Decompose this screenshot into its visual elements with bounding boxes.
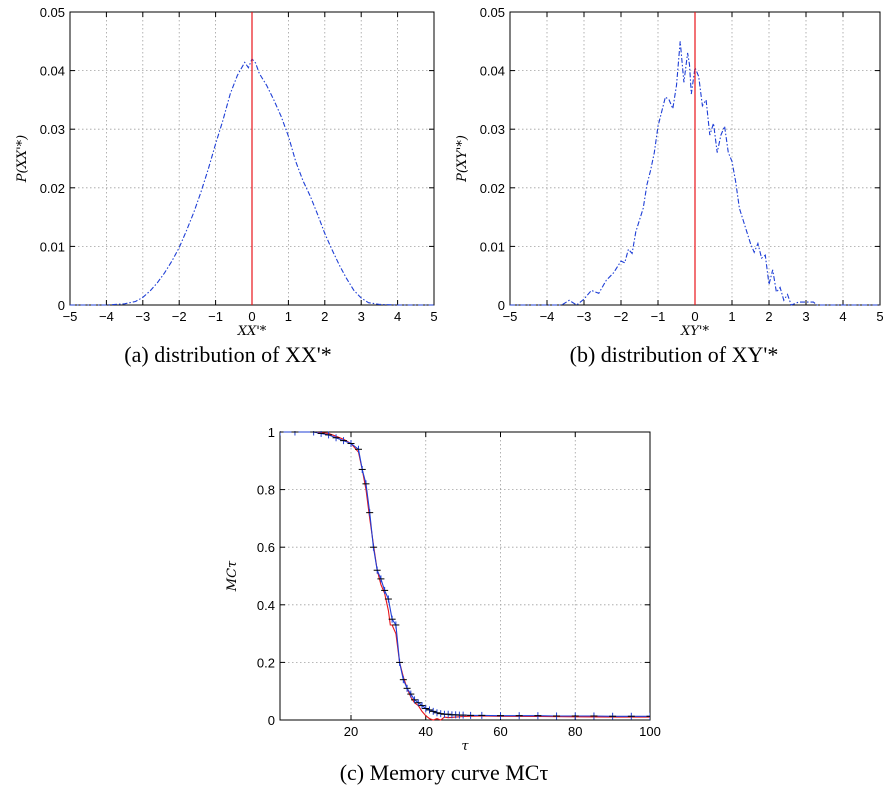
chart-c-y-tick-label: 0.4 [257,598,275,613]
chart-a-y-tick-label: 0.04 [40,64,65,79]
chart-b-series-group [510,41,880,306]
chart-b-y-tick-label: 0.02 [480,181,505,196]
chart-a-x-tick-label: −1 [208,309,223,324]
chart-c-x-tick-label: 40 [419,724,433,739]
chart-a-x-tick-label: −3 [135,309,150,324]
chart-a-x-tick-label: 4 [394,309,401,324]
chart-a-x-tick-label: 3 [358,309,365,324]
chart-c-series-group [280,431,650,721]
chart-c-y-tick-label: 0.6 [257,540,275,555]
chart-panel-a: −5 −4 −3 −2 −1 0 1 2 3 4 5 0 0.01 0.02 0.03 0.04 0.05 XX'… [15,5,438,367]
chart-c-series-line [280,431,650,717]
chart-b-y-tick-label: 0.03 [480,122,505,137]
chart-c-x-axis-label: τ [461,739,469,754]
chart-c-y-tick-label: 1 [268,425,275,440]
chart-c-x-tick-label: 60 [493,724,507,739]
chart-b-y-tick-label: 0.01 [480,239,505,254]
chart-a-x-tick-label: 1 [285,309,292,324]
chart-a-y-tick-label: 0 [58,298,65,313]
chart-b-x-tick-label: 4 [839,309,846,324]
chart-a-x-axis-label: XX'* [237,324,267,339]
chart-panel-c: 20 40 60 80 100 0 0.2 0.4 0.6 0.8 1 τ MCτ (c) Memory … [225,425,661,785]
chart-c-y-axis-label: MCτ [225,560,240,592]
chart-panel-b: −5 −4 −3 −2 −1 0 1 2 3 4 5 0 0.01 0.02 0.03 0.04 0.05 XY'… [455,5,884,367]
chart-c-x-tick-label: 80 [568,724,582,739]
chart-b-x-tick-label: −5 [503,309,518,324]
chart-b-x-tick-label: 1 [728,309,735,324]
chart-c-y-tick-label: 0 [268,713,275,728]
chart-b-y-tick-label: 0 [498,298,505,313]
chart-c-y-tick-label: 0.2 [257,655,275,670]
chart-a-x-tick-label: −5 [63,309,78,324]
chart-b-y-tick-label: 0.05 [480,5,505,20]
chart-a-y-tick-label: 0.02 [40,181,65,196]
chart-b-y-tick-label: 0.04 [480,64,505,79]
chart-b-x-tick-label: 3 [802,309,809,324]
chart-a-y-tick-label: 0.05 [40,5,65,20]
chart-b-x-tick-label: −1 [651,309,666,324]
chart-b-caption: (b) distribution of XY'* [570,342,779,367]
chart-a-x-tick-label: 0 [248,309,255,324]
chart-b-x-axis-label: XY'* [680,324,709,339]
chart-a-y-tick-label: 0.01 [40,239,65,254]
chart-c-series-line [280,431,650,721]
chart-c-plot-frame [279,431,651,721]
chart-b-x-tick-label: 0 [691,309,698,324]
chart-b-x-tick-label: −4 [540,309,555,324]
chart-a-y-axis-label: P(XX'*) [15,135,30,183]
chart-a-y-tick-label: 0.03 [40,122,65,137]
chart-b-x-tick-label: −2 [614,309,629,324]
chart-c-x-tick-label: 100 [639,724,661,739]
chart-a-x-tick-label: 5 [430,309,437,324]
chart-b-series-line [510,41,880,306]
chart-a-x-tick-label: −2 [172,309,187,324]
chart-c-y-tick-label: 0.8 [257,483,275,498]
chart-b-x-tick-label: 2 [765,309,772,324]
chart-b-x-tick-label: 5 [876,309,883,324]
chart-b-y-axis-label: P(XY'*) [455,135,470,183]
chart-c-x-tick-label: 20 [344,724,358,739]
chart-c-caption: (c) Memory curve MCτ [340,760,549,785]
chart-a-x-tick-label: −4 [99,309,114,324]
chart-b-x-tick-label: −3 [577,309,592,324]
chart-a-caption: (a) distribution of XX'* [124,342,331,367]
chart-a-x-tick-label: 2 [321,309,328,324]
